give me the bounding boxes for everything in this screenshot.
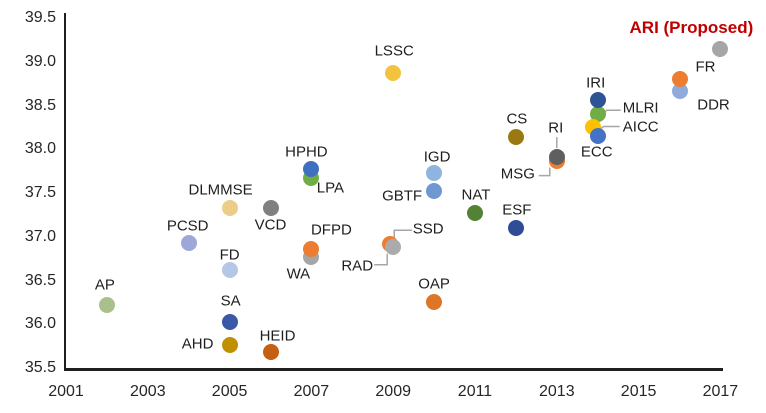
data-point-ssd — [385, 239, 402, 256]
point-label-ahd: AHD — [181, 335, 214, 353]
y-tick-38.5: 38.5 — [24, 96, 56, 114]
y-tick-37.0: 37.0 — [24, 227, 56, 245]
x-tick-2007: 2007 — [293, 383, 330, 400]
point-label-msg: MSG — [500, 165, 535, 183]
data-point-pcsd — [180, 234, 197, 251]
data-point-iri — [589, 92, 606, 109]
point-label-ddr: DDR — [697, 96, 730, 114]
data-point-vcd — [262, 199, 279, 216]
y-tick-36.0: 36.0 — [24, 315, 56, 333]
data-point-sa — [221, 313, 238, 330]
callout-line-rad — [374, 253, 388, 266]
y-tick-38.0: 38.0 — [24, 140, 56, 158]
point-label-pcsd: PCSD — [166, 217, 209, 235]
x-tick-2015: 2015 — [620, 383, 657, 400]
data-point-dfpd — [303, 241, 320, 257]
point-label-hphd: HPHD — [285, 143, 328, 160]
point-label-oap: OAP — [418, 275, 450, 293]
point-label-ecc: ECC — [580, 143, 613, 161]
point-label-iri: IRI — [586, 74, 606, 92]
x-tick-2005: 2005 — [211, 383, 248, 400]
point-label-gbtf: GBTF — [382, 187, 423, 205]
data-point-heid — [262, 344, 279, 361]
point-label-wa: WA — [286, 265, 311, 283]
data-point-mlri — [589, 106, 606, 123]
x-tick-2017: 2017 — [702, 383, 739, 400]
data-point-gbtf — [426, 183, 443, 200]
x-tick-2009: 2009 — [375, 383, 411, 400]
data-point-dlmmse — [221, 199, 238, 216]
y-axis — [64, 13, 66, 370]
point-label-esf: ESF — [502, 201, 532, 219]
y-tick-37.5: 37.5 — [24, 184, 56, 201]
point-label-mlri: MLRI — [622, 99, 659, 117]
point-label-fd: FD — [219, 246, 240, 264]
data-point-fr — [671, 71, 688, 88]
point-label-igd: IGD — [423, 148, 451, 166]
data-point-cs — [507, 129, 524, 145]
data-point-ahd — [221, 337, 238, 354]
data-point-ap — [98, 297, 115, 313]
point-label-sa: SA — [220, 292, 241, 310]
point-label-ari: ARI (Proposed) — [629, 17, 754, 37]
x-tick-2013: 2013 — [539, 383, 575, 400]
point-label-lssc: LSSC — [374, 42, 414, 60]
callout-line-aicc — [600, 125, 620, 130]
callout-line-msg — [538, 167, 551, 177]
data-point-esf — [507, 220, 524, 236]
point-label-lpa: LPA — [316, 179, 345, 197]
data-point-hphd — [303, 160, 320, 177]
point-label-heid: HEID — [259, 327, 296, 345]
point-label-ssd: SSD — [412, 220, 444, 238]
callout-line-ssd — [393, 229, 413, 240]
callout-line-mlri — [603, 109, 621, 114]
x-axis — [64, 368, 723, 371]
point-label-fr: FR — [695, 58, 716, 76]
point-label-vcd: VCD — [254, 216, 287, 234]
point-label-dfpd: DFPD — [310, 221, 352, 239]
point-label-ri: RI — [548, 119, 564, 137]
point-label-nat: NAT — [461, 186, 491, 204]
data-point-ari — [712, 40, 729, 57]
x-tick-2001: 2001 — [48, 383, 84, 400]
point-label-dlmmse: DLMMSE — [188, 181, 253, 199]
data-point-nat — [467, 205, 483, 222]
y-tick-36.5: 36.5 — [24, 271, 56, 289]
point-label-cs: CS — [506, 110, 528, 128]
x-tick-2003: 2003 — [130, 383, 166, 400]
data-point-ddr — [671, 82, 688, 99]
data-point-oap — [426, 294, 443, 311]
data-point-igd — [426, 164, 443, 181]
data-point-ecc — [589, 128, 606, 145]
x-tick-2011: 2011 — [457, 383, 493, 400]
y-tick-39.0: 39.0 — [24, 52, 56, 70]
data-point-lssc — [385, 65, 402, 82]
point-label-ap: AP — [94, 276, 115, 294]
point-label-rad: RAD — [341, 257, 374, 275]
y-tick-35.5: 35.5 — [24, 359, 56, 376]
y-tick-39.5: 39.5 — [24, 9, 56, 26]
point-label-aicc: AICC — [622, 118, 659, 135]
data-point-fd — [221, 262, 238, 278]
data-point-ri — [548, 149, 565, 166]
